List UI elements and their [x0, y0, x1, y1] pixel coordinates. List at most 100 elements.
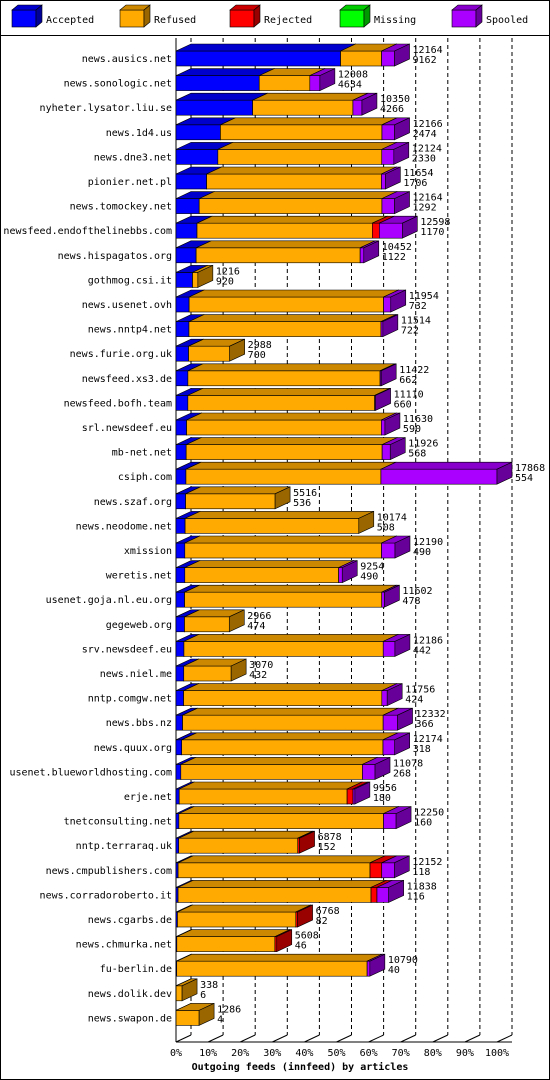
bar-segment [175, 591, 185, 608]
bar-segment [352, 99, 363, 116]
bar-segment [183, 641, 384, 657]
bar-segment [187, 370, 381, 387]
category-label: csiph.com [118, 472, 172, 483]
accepted-label: 4266 [380, 104, 404, 115]
category-label: xmission [124, 546, 172, 557]
bar-segment [184, 567, 339, 583]
bar-segment-top [217, 142, 397, 150]
bar-segment-side [390, 289, 407, 313]
category-label: news.swapon.de [88, 1013, 172, 1024]
bar-segment [185, 468, 382, 485]
bar-segment [198, 198, 383, 214]
bar-segment-top [177, 855, 386, 864]
bar-segment [175, 985, 183, 1002]
total-label: 11954 [409, 291, 439, 302]
bar-segment-side [402, 215, 418, 239]
total-label: 12190 [413, 537, 443, 548]
bar-segment [372, 222, 380, 239]
bar-segment-side [297, 904, 313, 928]
bar-segment [381, 198, 395, 214]
bar-segment-top [188, 314, 397, 322]
bar-segment [175, 764, 182, 780]
bar-segment [175, 222, 198, 239]
total-label: 12332 [416, 709, 446, 720]
bar-segment-side [228, 609, 245, 633]
bar-segment [381, 591, 385, 608]
bar-segment-top [177, 904, 311, 913]
bar-segment [196, 222, 373, 239]
bar-segment-side [385, 166, 401, 190]
bar-segment-side [397, 707, 413, 731]
tick-mark [304, 1034, 320, 1043]
total-label: 12174 [413, 734, 443, 745]
bar-segment [175, 468, 187, 485]
bar-segment [181, 739, 384, 756]
bar-segment [184, 518, 360, 534]
total-label: 12598 [420, 217, 450, 228]
bar-segment [383, 296, 392, 313]
accepted-label: 508 [377, 522, 395, 533]
bar-segment [381, 173, 386, 190]
bar-segment [192, 272, 199, 288]
tick-mark [207, 1034, 224, 1043]
bar-segment-side [384, 584, 400, 608]
category-label: news.neodome.net [76, 521, 172, 532]
bar-segment [175, 542, 186, 559]
legend-swatch [339, 9, 365, 28]
total-label: 1286 [217, 1004, 241, 1015]
bar-segment [381, 542, 396, 559]
accepted-label: 82 [316, 916, 328, 927]
category-label: erje.net [124, 792, 172, 803]
bar-segment-top [178, 806, 399, 814]
bar-segment [382, 739, 396, 756]
accepted-label: 160 [414, 818, 432, 829]
accepted-label: 662 [399, 375, 417, 386]
bar-segment-side [358, 510, 375, 534]
bar-segment [175, 616, 185, 633]
x-tick-label: 60% [360, 1048, 378, 1059]
category-label: news.usenet.ovh [82, 300, 172, 311]
category-label: weretis.net [106, 571, 172, 582]
total-label: 12186 [413, 635, 443, 646]
bar-segment-side [382, 314, 399, 338]
bar-segment-top [183, 634, 399, 642]
bar-segment-top [177, 880, 387, 888]
bar-segment [183, 690, 383, 706]
category-label: news.bbs.nz [106, 718, 172, 729]
bar-segment-side [394, 535, 411, 559]
x-tick-label: 0% [170, 1048, 182, 1059]
bar-segment [175, 173, 207, 190]
total-label: 10174 [377, 512, 407, 523]
accepted-label: 1122 [382, 252, 406, 263]
accepted-label: 46 [295, 941, 307, 952]
bar-segment-side [369, 953, 386, 977]
accepted-label: 2474 [413, 129, 437, 140]
bar-segment-top [183, 683, 397, 691]
accepted-label: 554 [515, 473, 533, 484]
category-label: srl.newsdeef.eu [82, 423, 172, 434]
bar-segment [381, 444, 391, 460]
bar-segment-top [184, 560, 354, 568]
total-label: 11756 [405, 685, 435, 696]
total-label: 11422 [399, 365, 429, 376]
category-label: news.furie.org.uk [70, 349, 172, 360]
bar-segment-side [274, 486, 291, 510]
bar-segment-top [187, 363, 396, 372]
bar-segment [381, 149, 395, 165]
bar-segment [369, 862, 383, 879]
category-label: news.cgarbs.de [88, 915, 172, 926]
bar-segment-top [186, 437, 398, 445]
accepted-label: 118 [412, 867, 430, 878]
tick-mark [464, 1034, 481, 1043]
total-label: 12152 [412, 857, 442, 868]
bar-segment-side [496, 461, 513, 485]
bar-segment [175, 690, 184, 706]
bar-segment-side [393, 141, 410, 165]
bar-segment [376, 887, 389, 903]
bar-segment [175, 493, 186, 510]
bar-segment-top [180, 757, 378, 765]
total-label: 11602 [402, 586, 432, 597]
tick-mark [175, 1034, 192, 1043]
category-label: nntp.comgw.net [88, 694, 172, 705]
x-tick-label: 10% [199, 1048, 217, 1059]
